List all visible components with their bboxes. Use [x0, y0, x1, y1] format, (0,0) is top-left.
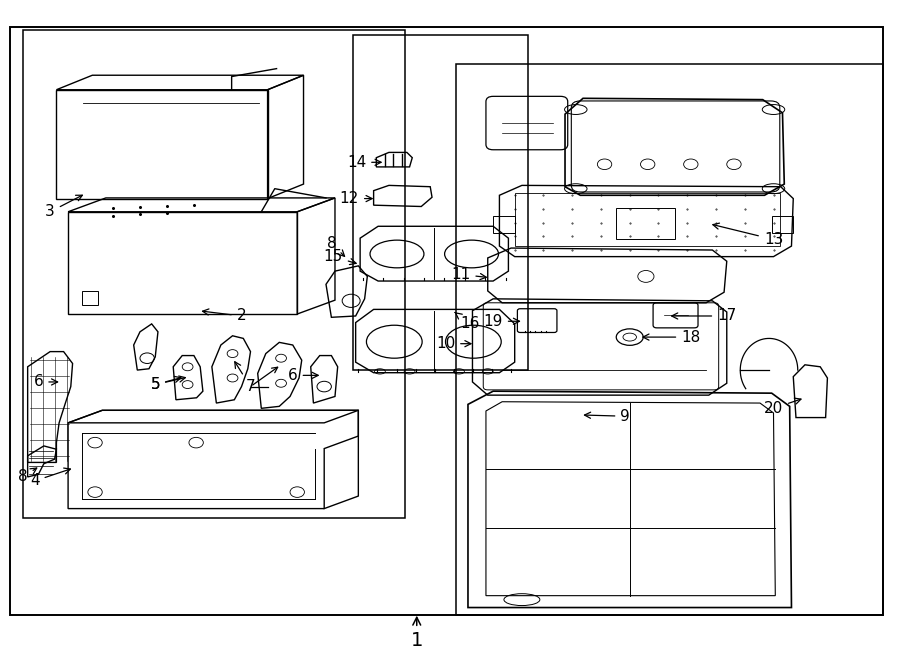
- Bar: [771, 216, 793, 233]
- Bar: [10, 27, 883, 615]
- Bar: [82, 291, 98, 305]
- Text: 6: 6: [288, 368, 319, 383]
- Text: 8: 8: [327, 236, 345, 256]
- Text: 15: 15: [324, 249, 356, 264]
- Text: 17: 17: [671, 309, 736, 323]
- Text: 13: 13: [713, 223, 783, 247]
- Text: 5: 5: [150, 376, 185, 392]
- Text: 12: 12: [339, 191, 372, 206]
- Text: 3: 3: [45, 195, 83, 219]
- Text: 11: 11: [451, 267, 486, 282]
- Bar: [456, 64, 883, 615]
- Text: 1: 1: [410, 617, 423, 650]
- Text: 20: 20: [764, 398, 801, 416]
- Text: 2: 2: [202, 309, 247, 323]
- Text: 7: 7: [235, 362, 256, 394]
- Text: 16: 16: [455, 313, 480, 331]
- Text: 10: 10: [436, 336, 471, 351]
- Text: 9: 9: [584, 408, 630, 424]
- Text: 5: 5: [150, 376, 181, 392]
- Text: 14: 14: [346, 155, 381, 170]
- Text: 18: 18: [643, 330, 700, 344]
- Bar: [616, 208, 675, 239]
- Bar: [515, 193, 779, 246]
- Text: 19: 19: [483, 314, 519, 329]
- Bar: [23, 30, 405, 518]
- Text: 6: 6: [33, 374, 58, 389]
- Text: 8: 8: [18, 468, 37, 485]
- Bar: [353, 35, 528, 370]
- Text: 4: 4: [30, 468, 70, 488]
- Bar: [493, 216, 515, 233]
